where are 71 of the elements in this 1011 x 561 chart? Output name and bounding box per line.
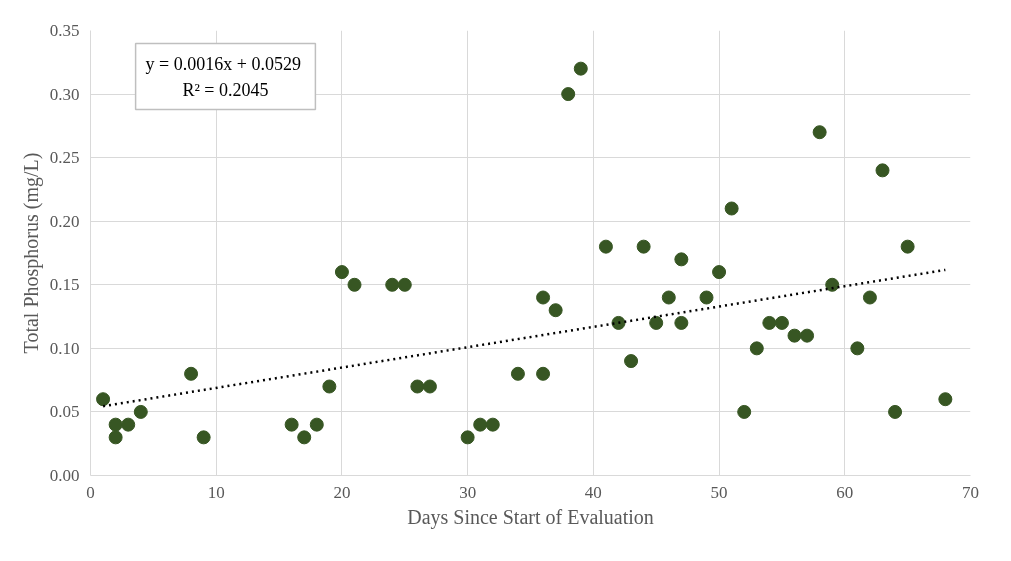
annotation: R² = 0.2045 [182, 79, 269, 100]
point [774, 315, 789, 330]
point [825, 277, 840, 292]
point [309, 417, 324, 432]
point [737, 404, 752, 419]
point [850, 341, 865, 356]
point [636, 239, 651, 254]
x-tick-label: 20 [333, 482, 351, 502]
point [611, 315, 626, 330]
y-tick-label: 0.35 [49, 21, 80, 40]
point [510, 366, 525, 381]
y-tick-label: 0.10 [49, 338, 80, 358]
point [397, 277, 412, 292]
point [699, 290, 714, 305]
point [133, 404, 148, 419]
y-tick-label: 0.25 [49, 148, 80, 168]
y-tick-label: 0.15 [49, 275, 80, 295]
annotation: y = 0.0016x + 0.0529 [145, 53, 301, 74]
point [762, 315, 777, 330]
point [800, 328, 815, 343]
point [108, 430, 123, 445]
point [536, 366, 551, 381]
point [900, 239, 915, 254]
point [661, 290, 676, 305]
point [460, 430, 475, 445]
x-axis-title: Days Since Start of Evaluation [407, 505, 654, 529]
x-tick-label: 30 [459, 482, 477, 502]
point [473, 417, 488, 432]
point [724, 201, 739, 216]
point [674, 315, 689, 330]
point [96, 392, 111, 407]
point [561, 87, 576, 102]
point [674, 252, 689, 267]
x-tick-label: 60 [836, 482, 854, 502]
y-tick-label: 0.00 [49, 466, 80, 485]
point [598, 239, 613, 254]
point [536, 290, 551, 305]
x-tick-label: 70 [962, 482, 979, 502]
y-axis-title: Total Phosphorus (mg/L) [19, 152, 43, 354]
point [196, 430, 211, 445]
point [875, 163, 890, 178]
point [624, 354, 639, 369]
point [649, 315, 664, 330]
x-tick-label: 50 [710, 482, 728, 502]
y-tick-label: 0.20 [49, 211, 80, 231]
point [347, 277, 362, 292]
y-tick-label: 0.30 [49, 84, 80, 104]
point [573, 61, 588, 76]
x-tick-label: 40 [584, 482, 602, 502]
point [862, 290, 877, 305]
point [334, 265, 349, 280]
point [410, 379, 425, 394]
point [749, 341, 764, 356]
point [938, 392, 953, 407]
point [297, 430, 312, 445]
point [787, 328, 802, 343]
point [812, 125, 827, 140]
point [712, 265, 727, 280]
point [485, 417, 500, 432]
point [548, 303, 563, 318]
x-tick-label: 10 [207, 482, 225, 502]
point [184, 366, 199, 381]
point [385, 277, 400, 292]
point [108, 417, 123, 432]
point [322, 379, 337, 394]
x-tick-label: 0 [86, 482, 95, 502]
point [284, 417, 299, 432]
point [121, 417, 136, 432]
point [422, 379, 437, 394]
point [888, 404, 903, 419]
y-tick-label: 0.05 [49, 402, 80, 422]
